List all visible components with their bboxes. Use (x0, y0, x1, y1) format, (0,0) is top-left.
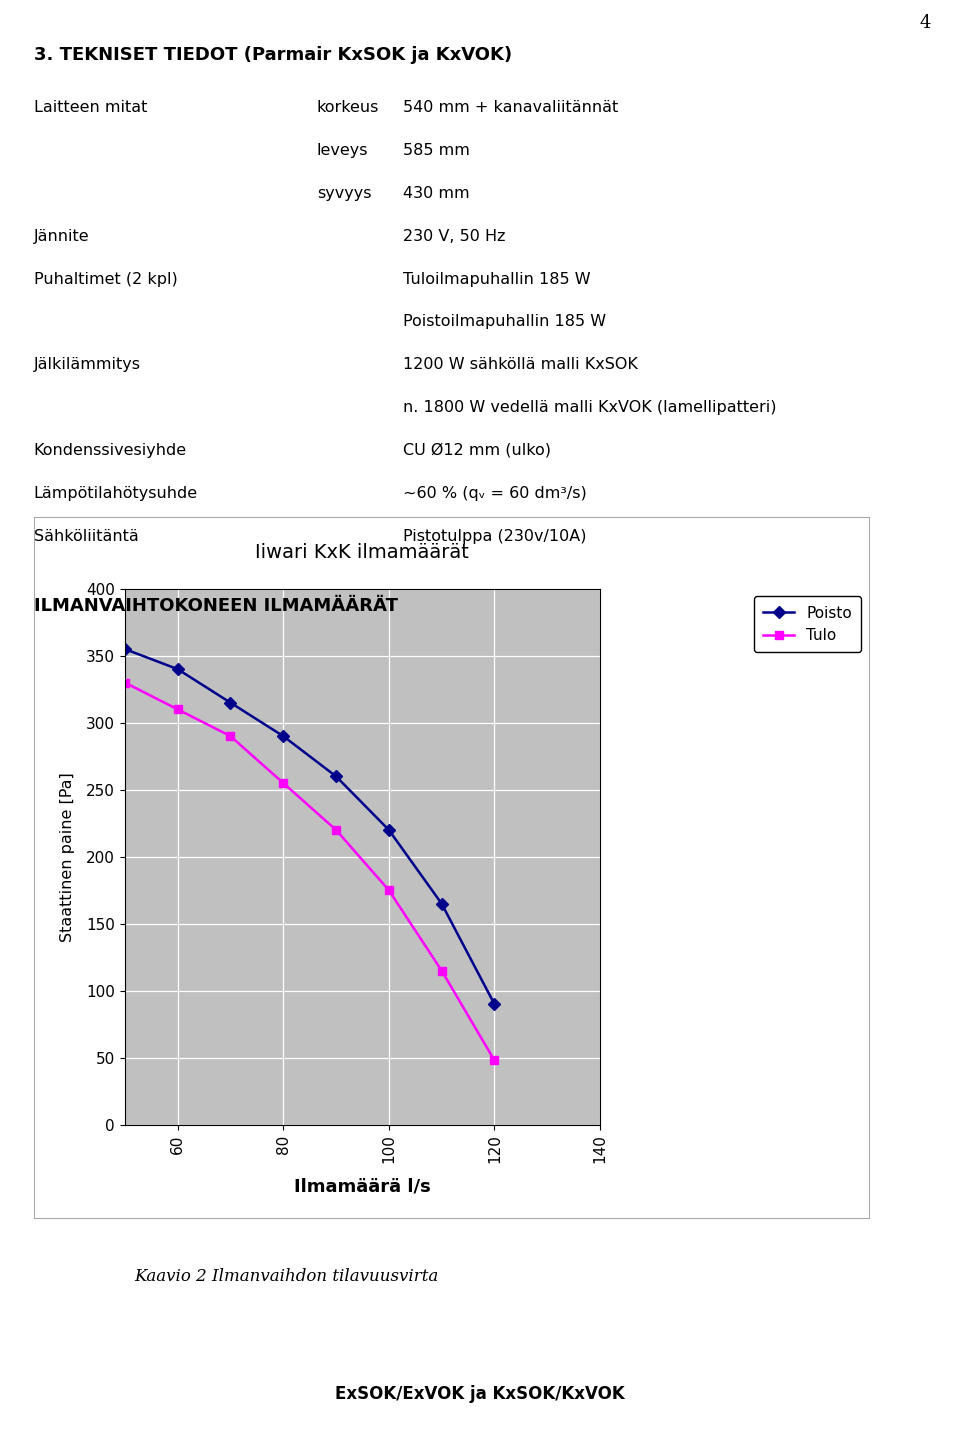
Text: Kaavio 2 Ilmanvaihdon tilavuusvirta: Kaavio 2 Ilmanvaihdon tilavuusvirta (134, 1268, 439, 1285)
Text: Pistotulppa (230v/10A): Pistotulppa (230v/10A) (403, 529, 587, 543)
Tulo (277, 775, 289, 792)
Text: Laitteen mitat: Laitteen mitat (34, 100, 147, 114)
Tulo (172, 700, 183, 717)
Text: ExSOK/ExVOK ja KxSOK/KxVOK: ExSOK/ExVOK ja KxSOK/KxVOK (335, 1385, 625, 1403)
Text: Jälkilämmitys: Jälkilämmitys (34, 357, 140, 372)
Poisto (436, 895, 447, 912)
Text: Poistoilmapuhallin 185 W: Poistoilmapuhallin 185 W (403, 314, 607, 329)
Text: 430 mm: 430 mm (403, 186, 469, 200)
Text: 540 mm + kanavaliitännät: 540 mm + kanavaliitännät (403, 100, 618, 114)
Poisto (172, 660, 183, 677)
Text: 3. TEKNISET TIEDOT (Parmair KxSOK ja KxVOK): 3. TEKNISET TIEDOT (Parmair KxSOK ja KxV… (34, 46, 512, 64)
Text: ~60 % (qᵥ = 60 dm³/s): ~60 % (qᵥ = 60 dm³/s) (403, 486, 587, 500)
Text: Lämpötilahötysuhde: Lämpötilahötysuhde (34, 486, 198, 500)
Poisto (330, 767, 342, 785)
Text: korkeus: korkeus (317, 100, 379, 114)
Text: ILMANVAIHTOKONEEN ILMAMÄÄRÄT: ILMANVAIHTOKONEEN ILMAMÄÄRÄT (34, 597, 397, 616)
Poisto (119, 640, 131, 657)
Text: Iiwari KxK ilmamäärät: Iiwari KxK ilmamäärät (255, 543, 469, 562)
Text: 230 V, 50 Hz: 230 V, 50 Hz (403, 229, 506, 243)
Text: syvyys: syvyys (317, 186, 372, 200)
Legend: Poisto, Tulo: Poisto, Tulo (755, 596, 861, 653)
Text: Sähköliitäntä: Sähköliitäntä (34, 529, 138, 543)
Text: Kondenssivesiyhde: Kondenssivesiyhde (34, 443, 187, 457)
Tulo (436, 962, 447, 979)
Poisto (489, 996, 500, 1013)
Text: Tuloilmapuhallin 185 W: Tuloilmapuhallin 185 W (403, 272, 590, 286)
Text: Jännite: Jännite (34, 229, 89, 243)
Tulo (489, 1052, 500, 1069)
Text: CU Ø12 mm (ulko): CU Ø12 mm (ulko) (403, 443, 551, 457)
Text: n. 1800 W vedellä malli KxVOK (lamellipatteri): n. 1800 W vedellä malli KxVOK (lamellipa… (403, 400, 777, 414)
Y-axis label: Staattinen paine [Pa]: Staattinen paine [Pa] (60, 772, 75, 942)
Poisto (277, 727, 289, 745)
Line: Tulo: Tulo (121, 679, 498, 1065)
Tulo (383, 882, 395, 899)
Tulo (225, 727, 236, 745)
Text: Puhaltimet (2 kpl): Puhaltimet (2 kpl) (34, 272, 178, 286)
Tulo (330, 822, 342, 839)
X-axis label: Ilmamäärä l/s: Ilmamäärä l/s (294, 1177, 431, 1195)
Text: 585 mm: 585 mm (403, 143, 470, 157)
Line: Poisto: Poisto (121, 644, 498, 1009)
Text: 1200 W sähköllä malli KxSOK: 1200 W sähköllä malli KxSOK (403, 357, 638, 372)
Text: leveys: leveys (317, 143, 369, 157)
Poisto (225, 694, 236, 712)
Tulo (119, 674, 131, 692)
Text: 4: 4 (920, 14, 931, 33)
Poisto (383, 822, 395, 839)
